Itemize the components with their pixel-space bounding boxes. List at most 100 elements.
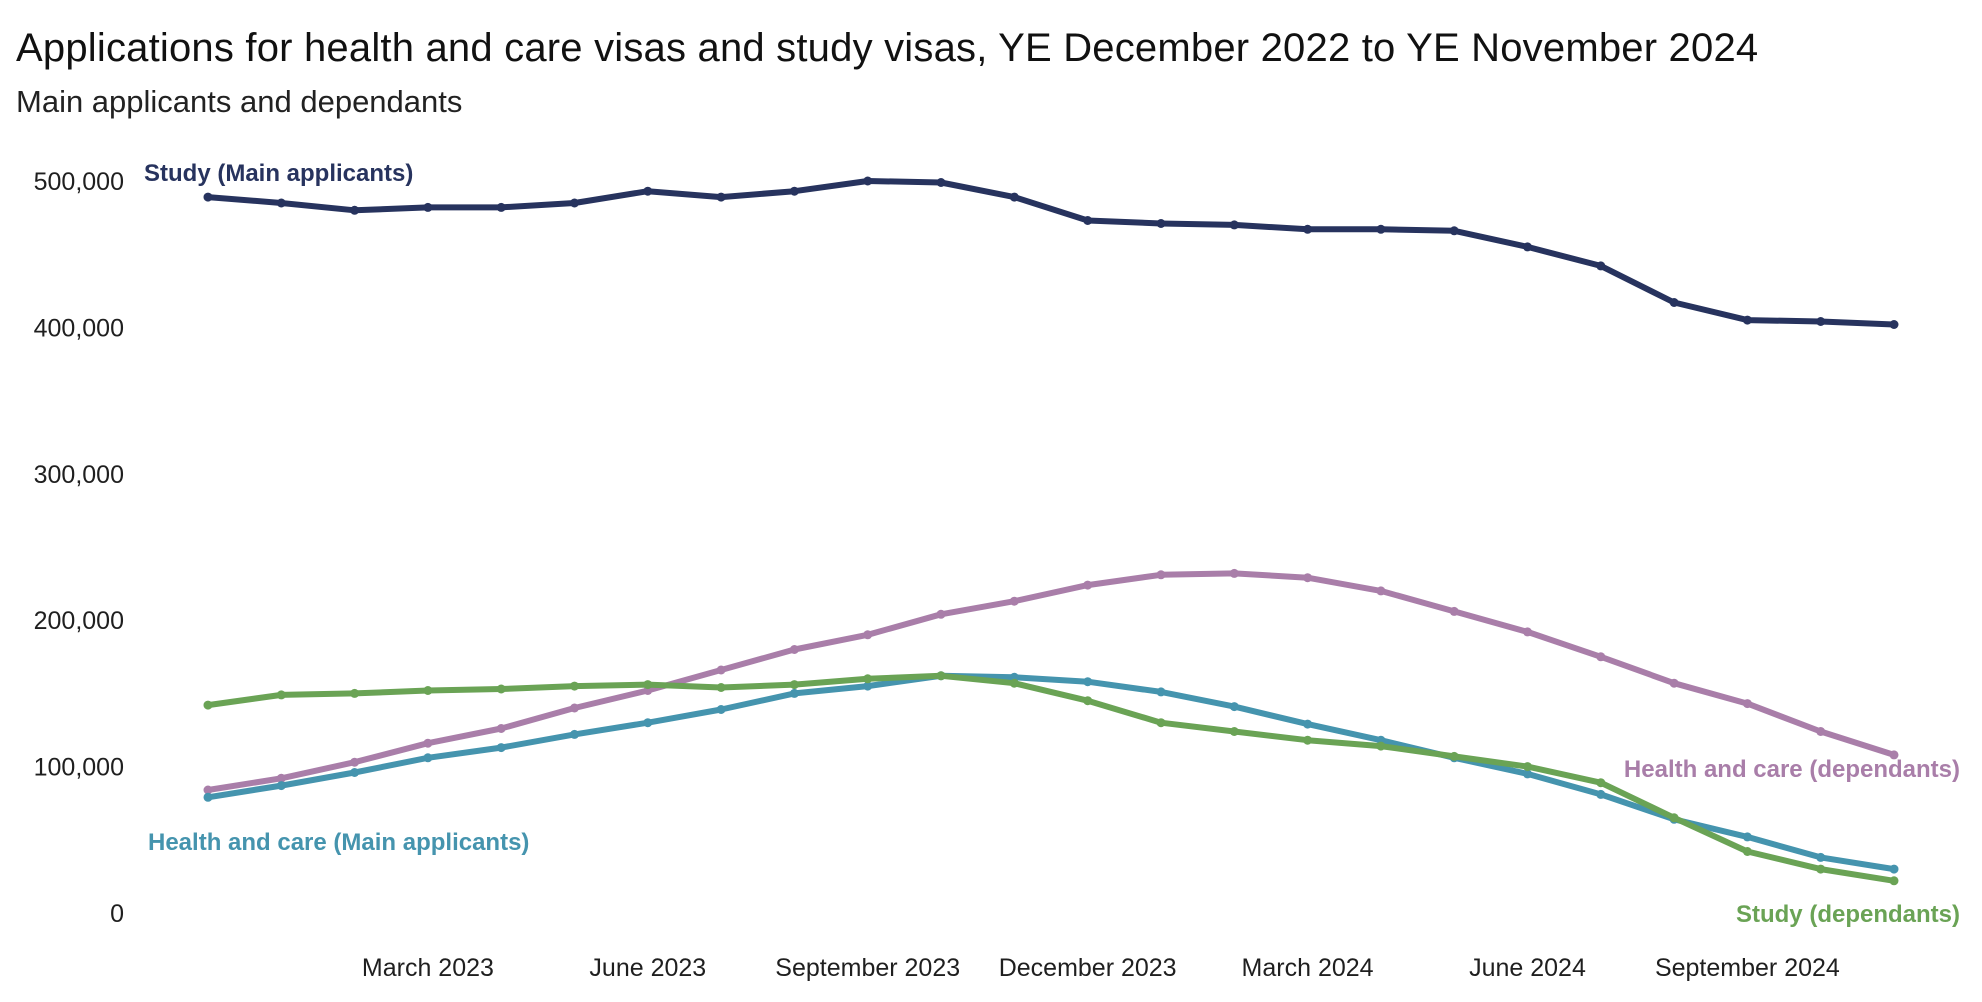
data-point-study-main-applicants (1596, 261, 1606, 271)
data-point-health-and-care-dependants (1229, 568, 1239, 578)
data-point-health-and-care-dependants (716, 665, 726, 675)
data-point-study-dependants (1229, 727, 1239, 736)
x-tick-label: March 2023 (362, 954, 494, 982)
data-point-health-and-care-main-applicants (423, 753, 433, 763)
y-axis: 0 100,000 200,000 300,000 400,000 500,000 (34, 168, 124, 928)
data-point-health-and-care-main-applicants (570, 729, 579, 739)
data-point-study-dependants (570, 681, 579, 691)
data-point-study-main-applicants (936, 178, 946, 187)
data-point-health-and-care-dependants (570, 703, 579, 713)
data-point-study-main-applicants (1449, 226, 1459, 236)
data-point-health-and-care-dependants (1742, 699, 1752, 709)
data-point-health-and-care-main-applicants (789, 688, 799, 698)
data-point-study-dependants (203, 700, 213, 710)
data-point-study-main-applicants (1303, 224, 1313, 234)
data-point-study-dependants (1669, 813, 1679, 823)
data-point-study-dependants (936, 671, 946, 681)
data-point-health-and-care-main-applicants (1889, 864, 1899, 874)
x-tick-label: December 2023 (999, 954, 1177, 982)
data-point-study-dependants (1303, 735, 1313, 745)
data-point-health-and-care-main-applicants (643, 718, 653, 728)
data-point-health-and-care-main-applicants (1156, 687, 1166, 697)
series-labels: Study (Main applicants) Health and care (… (144, 160, 1960, 928)
data-point-health-and-care-main-applicants (863, 681, 873, 691)
data-point-study-dependants (1083, 696, 1093, 706)
x-axis: March 2023 June 2023 September 2023 Decembe… (362, 954, 1840, 982)
data-point-health-and-care-dependants (423, 738, 433, 748)
data-point-health-and-care-main-applicants (1229, 702, 1239, 712)
data-point-health-and-care-dependants (1669, 678, 1679, 688)
data-point-study-main-applicants (203, 192, 213, 202)
data-point-study-main-applicants (789, 186, 799, 196)
data-point-study-main-applicants (1009, 192, 1019, 202)
data-point-study-main-applicants (496, 202, 506, 212)
chart-title: Applications for health and care visas a… (16, 26, 1759, 70)
data-point-study-main-applicants (863, 176, 873, 186)
data-point-health-and-care-dependants (936, 609, 946, 619)
series-line-study-dependants (205, 672, 1897, 884)
data-point-health-and-care-dependants (1523, 627, 1532, 637)
data-point-study-main-applicants (1229, 220, 1239, 230)
data-point-health-and-care-dependants (496, 724, 506, 733)
data-point-health-and-care-main-applicants (1083, 677, 1093, 687)
data-point-study-dependants (496, 684, 506, 694)
data-point-study-main-applicants (423, 202, 433, 212)
data-point-study-dependants (1376, 741, 1386, 751)
x-tick-label: June 2023 (589, 954, 706, 982)
data-point-study-dependants (1156, 718, 1166, 728)
data-point-health-and-care-main-applicants (716, 705, 726, 714)
data-point-study-dependants (423, 686, 433, 695)
data-point-health-and-care-dependants (1156, 570, 1166, 580)
data-point-study-dependants (1009, 678, 1019, 688)
data-point-study-dependants (789, 680, 799, 690)
y-tick-label: 300,000 (34, 461, 124, 489)
data-point-study-dependants (716, 683, 726, 692)
data-point-study-dependants (863, 674, 873, 684)
series-line-health-and-care-dependants (205, 570, 1897, 793)
data-point-health-and-care-main-applicants (1596, 789, 1606, 799)
y-tick-label: 400,000 (34, 314, 124, 342)
y-tick-label: 0 (110, 900, 124, 928)
data-point-study-dependants (1816, 864, 1826, 874)
data-point-health-and-care-dependants (1083, 580, 1093, 590)
data-point-health-and-care-main-applicants (276, 781, 286, 791)
data-point-study-main-applicants (350, 205, 360, 215)
x-tick-label: March 2024 (1242, 954, 1374, 982)
data-point-health-and-care-dependants (789, 645, 799, 654)
data-point-study-dependants (1889, 876, 1899, 886)
data-point-health-and-care-main-applicants (350, 768, 360, 777)
data-point-study-main-applicants (1889, 320, 1899, 329)
data-point-health-and-care-dependants (1889, 750, 1899, 760)
data-point-study-dependants (1596, 778, 1606, 788)
series-label-study-dependants: Study (dependants) (1736, 901, 1960, 928)
data-point-study-dependants (350, 688, 360, 698)
data-point-study-dependants (643, 680, 653, 690)
data-point-health-and-care-main-applicants (1523, 769, 1532, 779)
data-point-health-and-care-dependants (1449, 606, 1459, 616)
data-point-study-main-applicants (1742, 315, 1752, 325)
series-line-study-main-applicants (205, 178, 1897, 328)
x-tick-label: September 2023 (775, 954, 960, 982)
data-point-health-and-care-dependants (1596, 652, 1606, 662)
data-point-study-dependants (1523, 762, 1532, 772)
data-point-health-and-care-dependants (863, 630, 873, 640)
data-point-study-main-applicants (1376, 224, 1386, 234)
series-label-health-and-care-main-applicants: Health and care (Main applicants) (148, 829, 529, 856)
series-line-health-and-care-main-applicants (205, 672, 1897, 873)
data-point-study-main-applicants (716, 192, 726, 202)
y-tick-label: 200,000 (34, 607, 124, 635)
y-tick-label: 500,000 (34, 168, 124, 196)
data-point-health-and-care-main-applicants (496, 743, 506, 753)
data-point-study-main-applicants (276, 198, 286, 208)
data-point-health-and-care-dependants (203, 785, 213, 795)
data-point-health-and-care-dependants (1376, 586, 1386, 596)
data-point-study-main-applicants (1816, 317, 1826, 326)
data-point-health-and-care-dependants (276, 773, 286, 783)
data-point-health-and-care-main-applicants (203, 792, 213, 802)
data-point-health-and-care-dependants (1303, 573, 1313, 583)
data-point-health-and-care-main-applicants (1742, 832, 1752, 842)
data-point-study-main-applicants (1523, 242, 1532, 252)
data-point-study-main-applicants (643, 186, 653, 196)
data-point-study-main-applicants (1156, 219, 1166, 228)
